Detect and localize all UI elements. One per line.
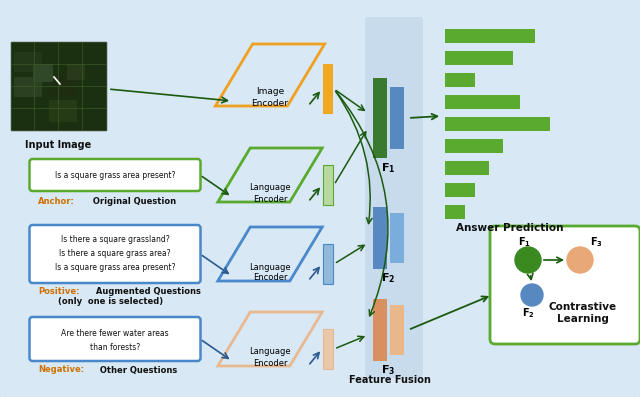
FancyBboxPatch shape	[445, 29, 535, 43]
FancyBboxPatch shape	[29, 317, 200, 361]
FancyBboxPatch shape	[14, 52, 42, 72]
Text: Positive:: Positive:	[38, 287, 79, 297]
FancyBboxPatch shape	[445, 161, 489, 175]
FancyBboxPatch shape	[445, 95, 520, 109]
FancyBboxPatch shape	[323, 64, 333, 114]
Text: $\mathbf{F_2}$: $\mathbf{F_2}$	[381, 271, 396, 285]
Text: Language: Language	[249, 183, 291, 193]
Text: Encoder: Encoder	[253, 358, 287, 368]
FancyBboxPatch shape	[373, 299, 387, 361]
Text: Encoder: Encoder	[253, 274, 287, 283]
FancyBboxPatch shape	[445, 139, 503, 153]
Text: Anchor:: Anchor:	[38, 197, 75, 206]
Text: Is a square grass area present?: Is a square grass area present?	[55, 170, 175, 179]
FancyBboxPatch shape	[445, 183, 475, 197]
FancyBboxPatch shape	[49, 52, 77, 72]
FancyBboxPatch shape	[29, 225, 200, 283]
FancyBboxPatch shape	[445, 51, 513, 65]
FancyBboxPatch shape	[490, 226, 640, 344]
FancyBboxPatch shape	[49, 100, 77, 122]
FancyBboxPatch shape	[373, 207, 387, 269]
FancyBboxPatch shape	[390, 213, 404, 263]
FancyBboxPatch shape	[67, 64, 85, 80]
Text: $\mathbf{F_1}$: $\mathbf{F_1}$	[518, 235, 531, 249]
Text: Original Question: Original Question	[90, 197, 176, 206]
FancyBboxPatch shape	[390, 305, 404, 355]
Text: Answer Prediction: Answer Prediction	[456, 223, 564, 233]
Circle shape	[567, 247, 593, 273]
Text: Other Questions: Other Questions	[97, 366, 177, 374]
Text: Feature Fusion: Feature Fusion	[349, 375, 431, 385]
FancyBboxPatch shape	[323, 165, 333, 205]
FancyBboxPatch shape	[14, 77, 42, 97]
FancyBboxPatch shape	[365, 17, 423, 378]
FancyBboxPatch shape	[323, 244, 333, 284]
Text: Is a square grass area present?: Is a square grass area present?	[55, 264, 175, 272]
Text: Encoder: Encoder	[253, 195, 287, 204]
FancyBboxPatch shape	[445, 205, 465, 219]
Text: Encoder: Encoder	[252, 98, 289, 108]
Text: $\mathbf{F_2}$: $\mathbf{F_2}$	[522, 306, 534, 320]
FancyBboxPatch shape	[323, 329, 333, 369]
Text: Input Image: Input Image	[25, 140, 91, 150]
Text: $\mathbf{F_3}$: $\mathbf{F_3}$	[381, 363, 395, 377]
Text: Contrastive
Learning: Contrastive Learning	[549, 302, 617, 324]
Text: $\mathbf{F_3}$: $\mathbf{F_3}$	[589, 235, 602, 249]
FancyBboxPatch shape	[29, 159, 200, 191]
FancyBboxPatch shape	[390, 87, 404, 149]
FancyBboxPatch shape	[14, 100, 42, 120]
Text: (only  one is selected): (only one is selected)	[58, 297, 163, 306]
Text: Augmented Questions: Augmented Questions	[93, 287, 201, 297]
Text: Language: Language	[249, 262, 291, 272]
FancyBboxPatch shape	[373, 78, 387, 158]
Circle shape	[515, 247, 541, 273]
FancyBboxPatch shape	[445, 117, 550, 131]
FancyBboxPatch shape	[33, 64, 53, 82]
Text: Is there a square grassland?: Is there a square grassland?	[61, 235, 170, 245]
Text: $\mathbf{F_1}$: $\mathbf{F_1}$	[381, 161, 396, 175]
Text: Are there fewer water areas: Are there fewer water areas	[61, 330, 169, 339]
FancyBboxPatch shape	[49, 77, 77, 97]
Text: Negative:: Negative:	[38, 366, 84, 374]
FancyBboxPatch shape	[445, 73, 475, 87]
Text: than forests?: than forests?	[90, 343, 140, 353]
Text: Is there a square grass area?: Is there a square grass area?	[59, 249, 171, 258]
FancyBboxPatch shape	[10, 42, 106, 130]
Text: Language: Language	[249, 347, 291, 357]
Text: Image: Image	[256, 87, 284, 96]
Circle shape	[521, 284, 543, 306]
